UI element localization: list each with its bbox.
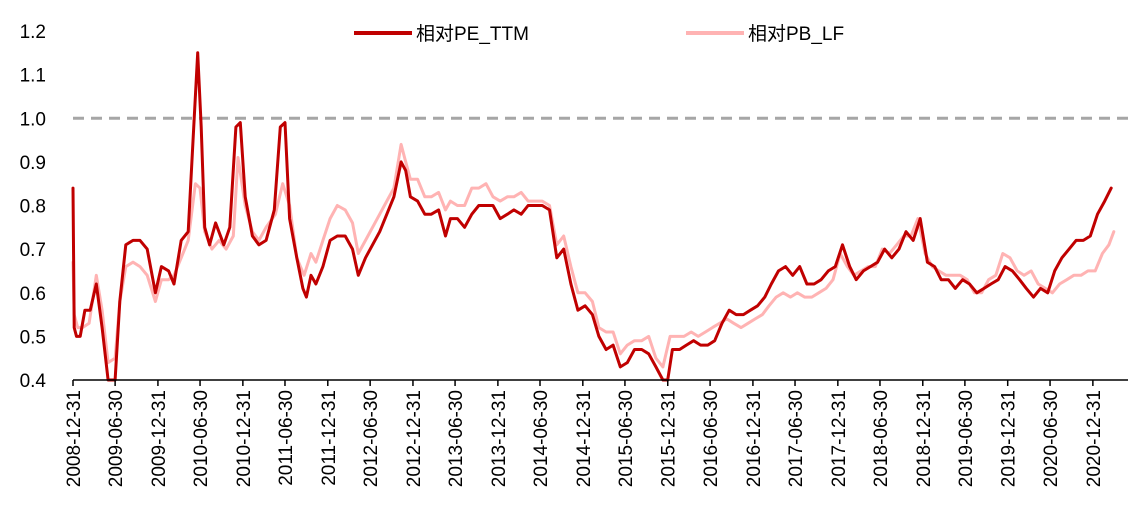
y-tick-label: 0.7: [20, 240, 46, 261]
x-tick-label: 2010-06-30: [191, 390, 212, 487]
x-tick-label: 2011-12-31: [319, 390, 340, 486]
x-tick-label: 2020-06-30: [1041, 390, 1062, 487]
y-tick-label: 1.0: [20, 109, 46, 130]
y-tick-label: 1.2: [20, 22, 46, 43]
legend-label-pb-lf: 相对PB_LF: [748, 23, 844, 45]
y-tick-label: 1.1: [20, 66, 46, 87]
y-tick-label: 0.9: [20, 153, 46, 174]
x-tick-label: 2010-12-31: [234, 390, 255, 487]
series-group: [71, 51, 1116, 382]
x-tick-label: 2008-12-31: [64, 390, 85, 487]
series-line-pb-lf: [71, 142, 1116, 369]
x-tick-label: 2019-12-31: [999, 390, 1020, 487]
y-tick-label: 0.8: [20, 197, 46, 218]
x-tick-label: 2009-12-31: [149, 390, 170, 487]
x-tick-label: 2014-06-30: [531, 390, 552, 487]
x-tick-label: 2012-06-30: [361, 390, 382, 487]
y-tick-label: 0.4: [20, 371, 47, 392]
y-tick-label: 0.5: [20, 327, 46, 348]
x-tick-label: 2019-06-30: [956, 390, 977, 487]
x-tick-label: 2017-12-31: [829, 390, 850, 487]
x-tick-label: 2013-06-30: [446, 390, 467, 487]
x-tick-label: 2016-06-30: [701, 390, 722, 487]
x-tick-label: 2017-06-30: [786, 390, 807, 487]
legend-label-pe-ttm: 相对PE_TTM: [416, 23, 529, 45]
x-tick-label: 2011-06-30: [276, 390, 297, 486]
x-tick-label: 2018-12-31: [914, 390, 935, 487]
x-axis: 2008-12-31 2009-06-30 2009-12-31 2010-06-30…: [64, 379, 1128, 487]
series-line-pe-ttm: [71, 51, 1113, 382]
legend: 相对PE_TTM 相对PB_LF: [354, 23, 844, 45]
x-tick-label: 2014-12-31: [574, 390, 595, 487]
x-tick-label: 2018-06-30: [871, 390, 892, 487]
x-tick-label: 2015-06-30: [616, 390, 637, 487]
y-axis-ticks: 0.4 0.5 0.6 0.7 0.8 0.9 1.0 1.1 1.2: [20, 22, 47, 392]
x-tick-label: 2015-12-31: [659, 390, 680, 487]
x-tick-label: 2009-06-30: [106, 390, 127, 487]
y-tick-label: 0.6: [20, 284, 46, 305]
x-tick-label: 2016-12-31: [744, 390, 765, 487]
x-tick-label: 2012-12-31: [404, 390, 425, 487]
x-tick-label: 2013-12-31: [489, 390, 510, 487]
x-tick-label: 2020-12-31: [1084, 390, 1105, 487]
